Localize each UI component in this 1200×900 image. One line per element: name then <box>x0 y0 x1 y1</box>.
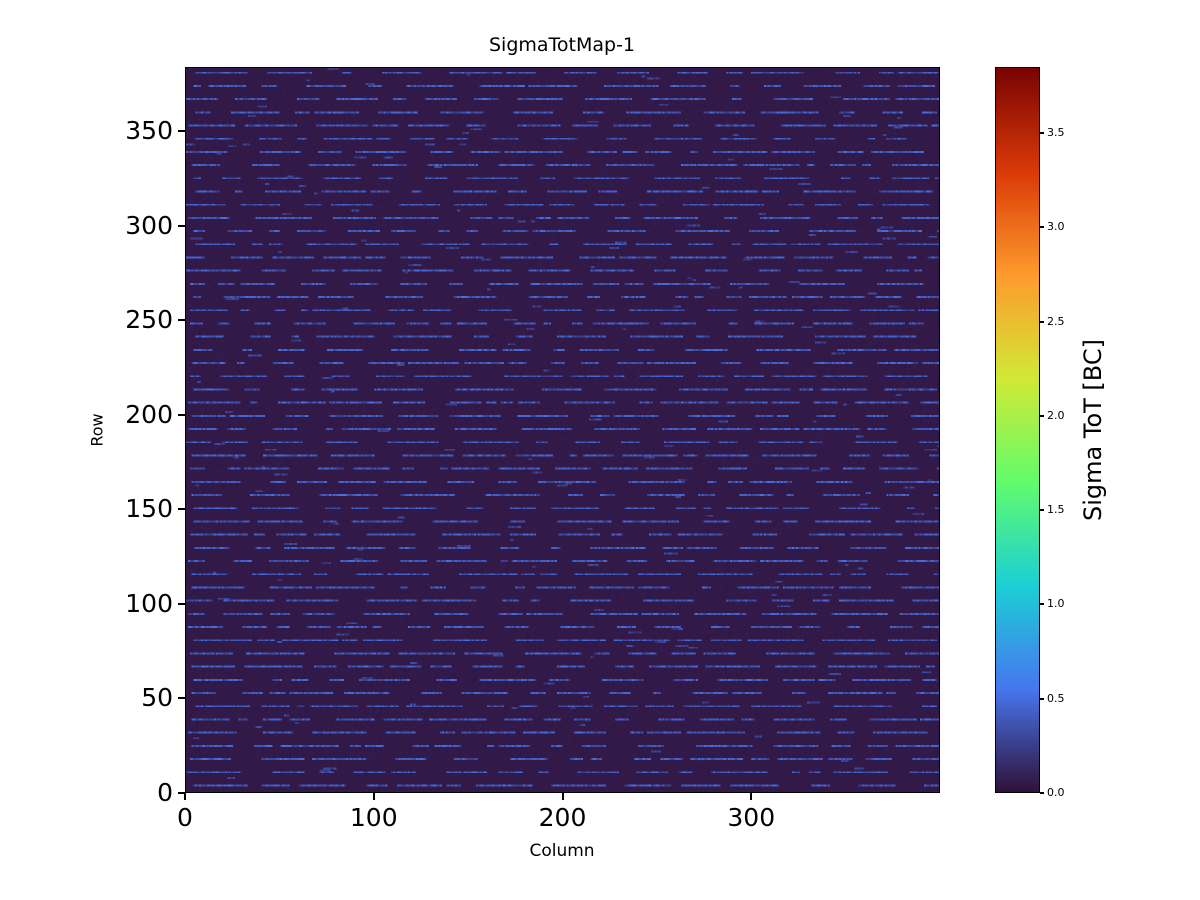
y-tick-label: 300 <box>125 210 173 240</box>
y-tick-mark <box>178 319 185 322</box>
x-tick-label: 0 <box>177 803 193 832</box>
colorbar-tick-label: 1.0 <box>1047 597 1065 611</box>
colorbar <box>995 67 1040 793</box>
colorbar-tick-label: 2.5 <box>1047 314 1065 328</box>
plot-area <box>185 67 940 793</box>
y-tick-label: 350 <box>125 116 173 146</box>
x-axis-label: Column <box>529 841 595 861</box>
colorbar-tick-label: 3.5 <box>1047 126 1065 139</box>
chart-title: SigmaTotMap-1 <box>488 34 636 56</box>
colorbar-tick-mark <box>1040 132 1044 134</box>
y-tick-mark <box>178 697 185 700</box>
colorbar-tick-mark <box>1040 414 1044 417</box>
y-tick-mark <box>178 602 185 605</box>
y-tick-label: 200 <box>125 399 173 429</box>
y-tick-label: 0 <box>157 778 173 807</box>
y-tick-label: 150 <box>125 494 173 524</box>
colorbar-tick-label: 3.0 <box>1047 220 1065 234</box>
colorbar-gradient <box>996 68 1039 792</box>
x-tick-mark <box>750 793 753 800</box>
x-tick-label: 200 <box>538 803 587 832</box>
y-tick-mark <box>178 224 185 227</box>
colorbar-tick-mark <box>1040 792 1044 794</box>
x-tick-label: 300 <box>727 803 776 832</box>
x-tick-mark <box>561 793 564 800</box>
colorbar-tick-mark <box>1040 697 1044 700</box>
colorbar-tick-mark <box>1040 226 1044 229</box>
y-tick-label: 50 <box>141 683 173 713</box>
y-tick-mark <box>178 792 185 794</box>
y-tick-label: 250 <box>125 305 173 335</box>
heatmap-canvas <box>186 68 939 792</box>
x-tick-mark <box>372 793 375 800</box>
y-tick-mark <box>178 508 185 511</box>
colorbar-tick-mark <box>1040 603 1044 606</box>
colorbar-tick-mark <box>1040 509 1044 512</box>
colorbar-tick-label: 0.0 <box>1047 786 1065 799</box>
colorbar-tick-label: 2.0 <box>1047 408 1065 422</box>
y-tick-label: 100 <box>125 588 173 618</box>
colorbar-tick-label: 1.5 <box>1047 503 1065 517</box>
y-tick-mark <box>178 130 185 133</box>
colorbar-tick-mark <box>1040 320 1044 323</box>
colorbar-tick-label: 0.5 <box>1047 691 1065 705</box>
x-tick-label: 100 <box>349 803 398 832</box>
x-tick-mark <box>184 793 186 800</box>
y-tick-mark <box>178 413 185 416</box>
colorbar-label: Sigma ToT [BC] <box>1079 339 1107 521</box>
